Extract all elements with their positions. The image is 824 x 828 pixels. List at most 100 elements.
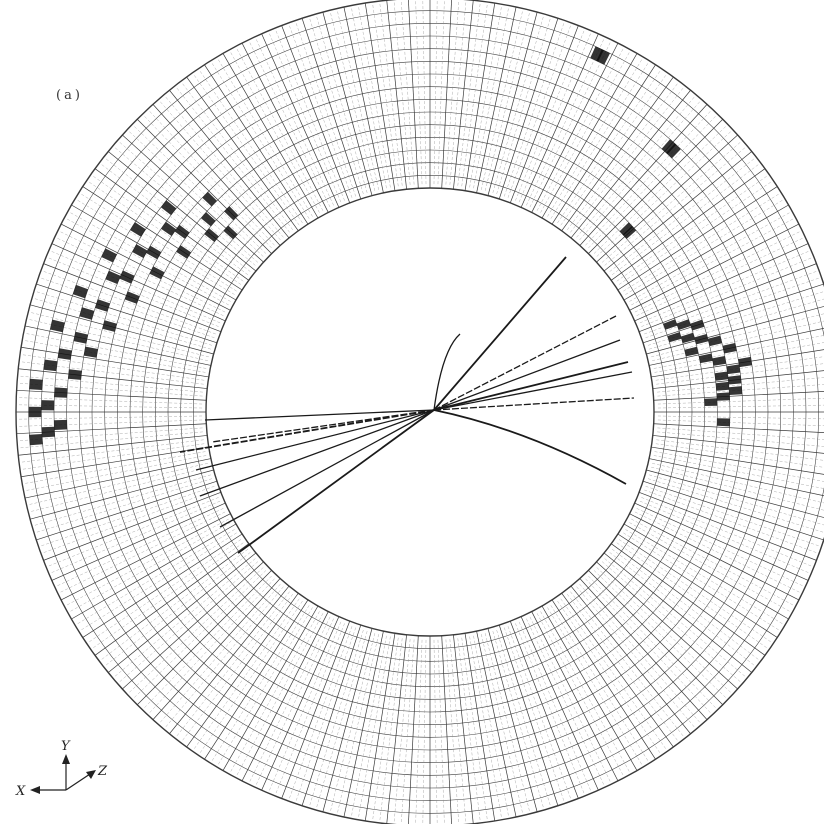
energy-cell xyxy=(124,291,140,304)
cell-texture xyxy=(129,131,264,257)
cell-texture xyxy=(657,377,824,393)
cell-boundary xyxy=(531,42,619,213)
cell-texture xyxy=(194,75,300,226)
cell-texture xyxy=(19,415,203,420)
cell-texture xyxy=(101,164,249,275)
cell-boundary xyxy=(281,25,351,204)
cell-texture xyxy=(560,75,666,226)
energy-cell xyxy=(715,381,730,391)
cell-boundary xyxy=(634,502,809,581)
cell-texture xyxy=(631,218,793,306)
cell-texture xyxy=(461,4,488,187)
cell-boundary xyxy=(186,76,299,231)
cell-texture xyxy=(588,116,716,249)
energy-cell xyxy=(619,222,633,236)
cell-boundary xyxy=(24,325,211,366)
cell-texture xyxy=(309,18,364,195)
cell-texture xyxy=(616,176,767,282)
cell-boundary xyxy=(24,458,211,499)
cell-texture xyxy=(496,18,551,195)
cell-texture xyxy=(34,298,211,350)
cell-texture xyxy=(473,635,509,816)
cell-texture xyxy=(351,635,387,816)
track xyxy=(195,409,435,471)
cell-texture xyxy=(256,618,334,785)
track xyxy=(433,339,621,411)
cell-texture xyxy=(515,623,585,794)
cell-texture xyxy=(540,611,630,772)
track xyxy=(211,409,435,443)
cell-boundary xyxy=(509,25,579,204)
cell-boundary xyxy=(498,18,559,200)
cell-boundary xyxy=(638,263,817,333)
cell-texture xyxy=(119,561,259,682)
cell-boundary xyxy=(152,578,281,720)
cell-texture xyxy=(57,238,224,316)
cell-texture xyxy=(567,83,678,231)
cell-texture xyxy=(507,626,571,799)
cell-texture xyxy=(604,558,745,677)
cell-texture xyxy=(26,333,207,369)
cell-texture xyxy=(89,182,242,285)
cell-boundary xyxy=(588,119,723,254)
cell-texture xyxy=(275,623,345,794)
energy-cell xyxy=(43,359,58,372)
particle-tracks xyxy=(179,256,635,554)
cell-boundary xyxy=(108,151,257,272)
energy-cell xyxy=(704,398,718,406)
cell-texture xyxy=(653,455,824,489)
cell-texture xyxy=(401,1,415,185)
cell-boundary xyxy=(570,90,691,239)
cell-texture xyxy=(394,2,411,185)
cell-boundary xyxy=(51,243,226,322)
cell-texture xyxy=(351,8,387,189)
cell-texture xyxy=(36,291,213,346)
energy-cell xyxy=(722,343,737,354)
cell-texture xyxy=(484,13,530,191)
track xyxy=(433,371,633,411)
cell-texture xyxy=(492,631,544,808)
energy-cell xyxy=(707,335,722,347)
energy-cell xyxy=(50,319,65,333)
cell-texture xyxy=(218,59,313,217)
energy-cell xyxy=(726,364,741,375)
cell-texture xyxy=(212,63,310,219)
cell-texture xyxy=(656,363,824,385)
cell-boundary xyxy=(18,368,208,389)
energy-cell xyxy=(596,49,610,65)
cell-texture xyxy=(51,500,221,573)
energy-cell xyxy=(223,225,238,240)
cell-texture xyxy=(579,101,700,241)
cell-texture xyxy=(31,466,209,512)
cell-boundary xyxy=(623,523,789,620)
energy-cell xyxy=(101,248,117,263)
cell-texture xyxy=(656,439,824,461)
energy-cell xyxy=(29,378,43,390)
energy-cell xyxy=(68,369,82,380)
cell-boundary xyxy=(476,631,517,818)
cell-texture xyxy=(433,639,438,823)
cell-texture xyxy=(358,636,391,817)
energy-cell xyxy=(663,319,678,330)
cell-texture xyxy=(647,478,824,533)
cell-texture xyxy=(570,591,684,736)
cell-texture xyxy=(641,497,812,567)
energy-cell xyxy=(54,419,68,430)
cell-boundary xyxy=(152,104,281,246)
cell-boundary xyxy=(364,3,396,191)
cell-boundary xyxy=(137,570,272,705)
cell-texture xyxy=(48,257,219,327)
cell-boundary xyxy=(18,435,208,456)
cell-texture xyxy=(481,11,523,190)
cell-texture xyxy=(449,639,466,822)
track xyxy=(204,409,435,421)
cell-texture xyxy=(89,539,242,642)
cell-texture xyxy=(337,634,379,813)
cell-boundary xyxy=(561,76,674,231)
cell-boundary xyxy=(596,561,738,690)
cell-boundary xyxy=(36,480,218,541)
cell-texture xyxy=(611,549,759,660)
cell-texture xyxy=(160,101,281,241)
cell-boundary xyxy=(43,491,222,561)
